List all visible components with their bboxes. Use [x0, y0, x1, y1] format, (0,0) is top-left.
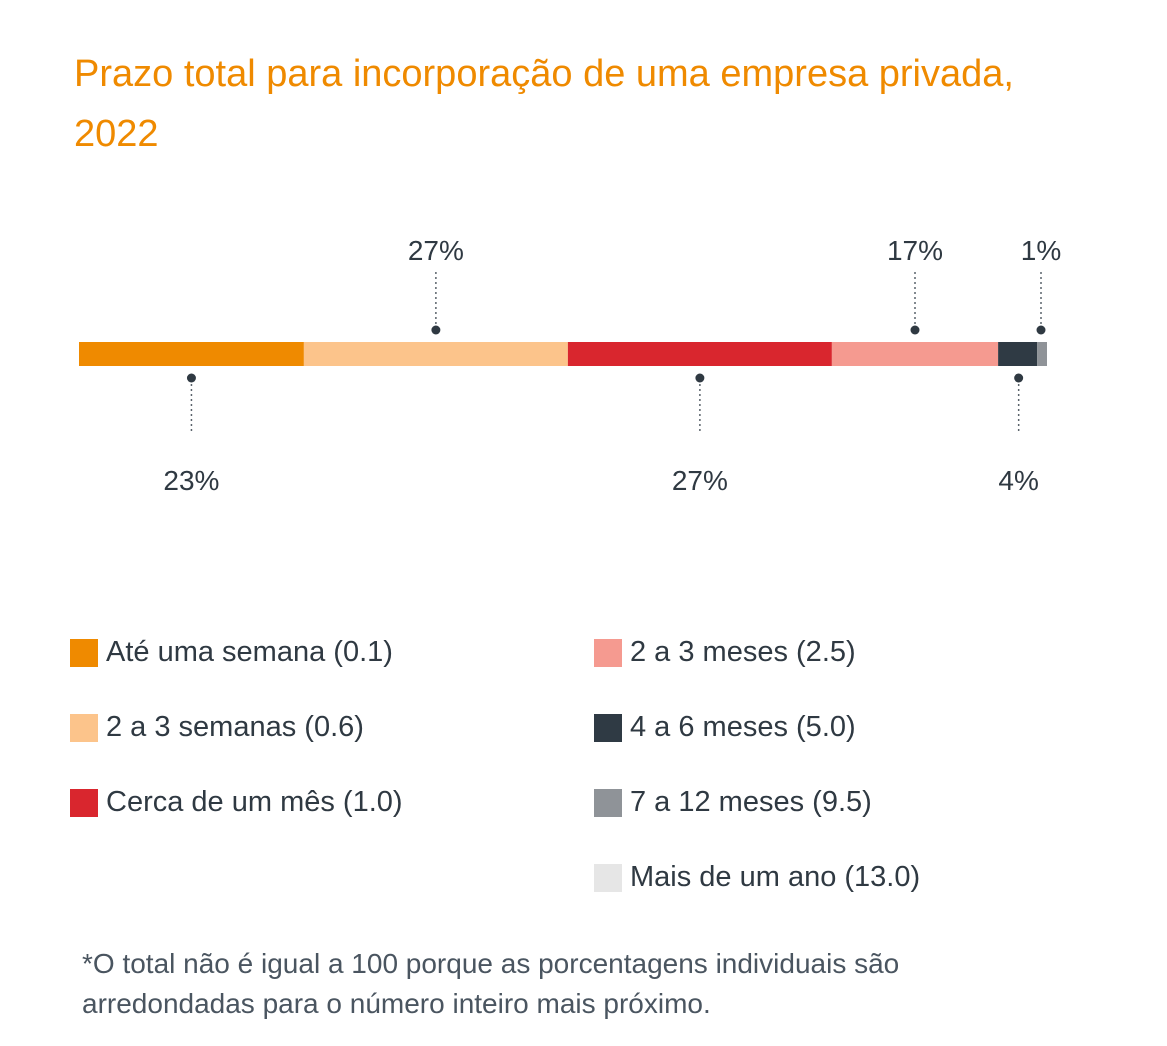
legend-label: 2 a 3 semanas (0.6) [106, 711, 364, 743]
legend-item: 2 a 3 meses (2.5) [594, 636, 856, 669]
bar-segment-6 [1037, 342, 1047, 366]
data-label: 23% [163, 465, 219, 496]
data-label: 27% [408, 235, 464, 266]
legend-swatch [594, 713, 622, 742]
legend-item: 2 a 3 semanas (0.6) [70, 711, 364, 744]
chart-title: Prazo total para incorporação de uma emp… [74, 53, 1014, 155]
leader-dot [1036, 325, 1046, 335]
legend-swatch [70, 713, 98, 742]
bar-segment-3 [567, 342, 832, 366]
legend-swatch [594, 788, 622, 817]
leader-dot [431, 325, 441, 335]
legend-swatch [594, 638, 622, 667]
legend-label: 4 a 6 meses (5.0) [630, 711, 856, 743]
legend-item: Até uma semana (0.1) [70, 636, 393, 669]
stacked-bar-chart: 23% 27% 27% 17% 4% 1% [79, 235, 1061, 496]
legend-swatch [70, 638, 98, 667]
bar-segment-5 [998, 342, 1038, 366]
legend-item: Mais de um ano (13.0) [594, 861, 920, 894]
legend-item: Cerca de um mês (1.0) [70, 786, 403, 819]
legend-item: 7 a 12 meses (9.5) [594, 786, 872, 819]
legend-label: Até uma semana (0.1) [106, 636, 393, 668]
data-label: 27% [672, 465, 728, 496]
leader-dot [910, 325, 920, 335]
legend-swatch [594, 863, 622, 892]
bar-segment-2 [303, 342, 568, 366]
bar-segment-4 [831, 342, 999, 366]
legend-item: 4 a 6 meses (5.0) [594, 711, 856, 744]
leader-dot [186, 373, 196, 383]
footnote: *O total não é igual a 100 porque as por… [82, 948, 900, 1019]
leader-dot [695, 373, 705, 383]
bar-segment-1 [79, 342, 304, 366]
legend-label: Cerca de um mês (1.0) [106, 786, 403, 818]
data-label: 4% [998, 465, 1038, 496]
data-label: 1% [1021, 235, 1061, 266]
data-label: 17% [887, 235, 943, 266]
legend-label: 7 a 12 meses (9.5) [630, 786, 872, 818]
leader-dot [1014, 373, 1024, 383]
legend-swatch [70, 788, 98, 817]
legend-label: 2 a 3 meses (2.5) [630, 636, 856, 668]
legend-label: Mais de um ano (13.0) [630, 861, 921, 893]
